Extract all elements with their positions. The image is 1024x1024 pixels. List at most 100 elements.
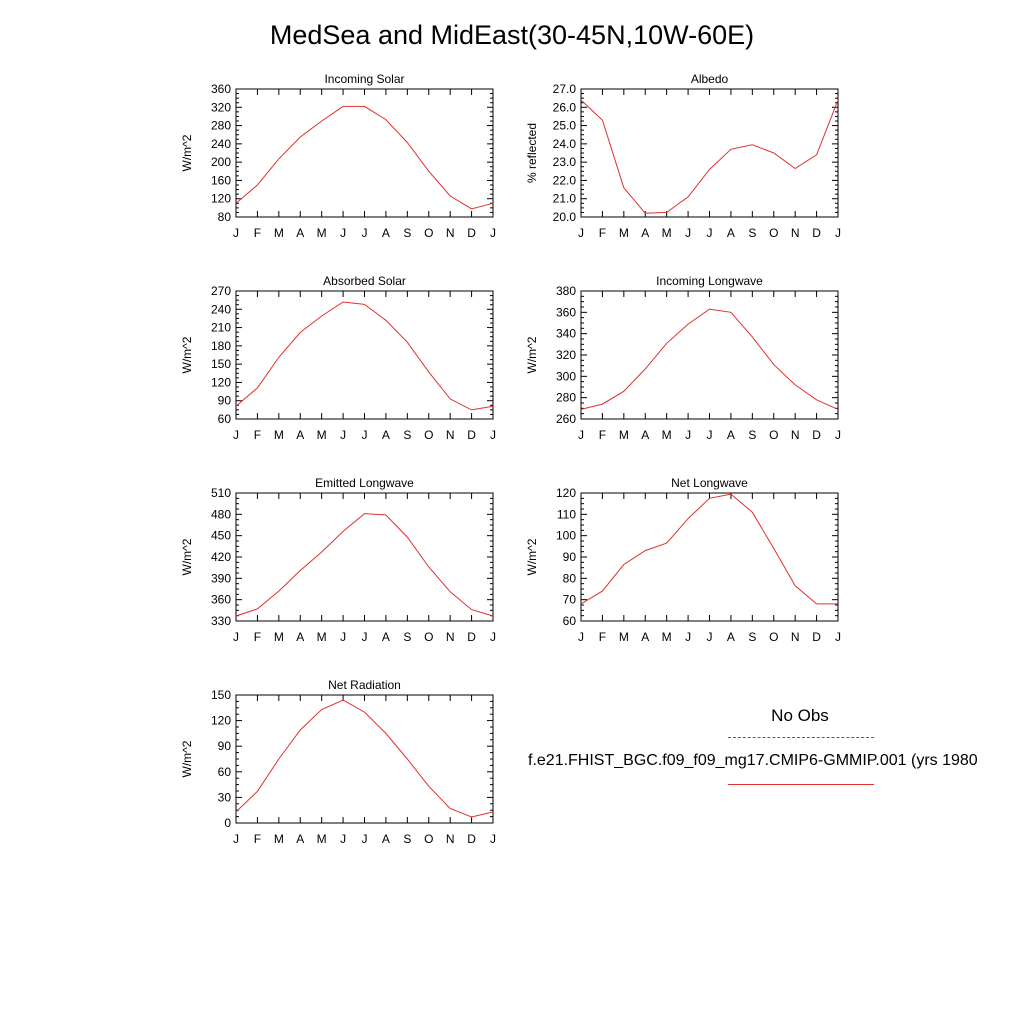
y-tick-label: 90 <box>563 550 577 564</box>
series-line-0 <box>580 99 839 214</box>
x-tick-label: D <box>812 630 821 644</box>
y-tick-label: 390 <box>211 571 231 585</box>
x-tick-label: J <box>233 832 239 846</box>
x-tick-label: M <box>662 630 672 644</box>
y-axis-label: % reflected <box>525 123 539 183</box>
x-tick-label: M <box>317 226 327 240</box>
x-tick-label: D <box>467 226 476 240</box>
y-tick-label: 280 <box>211 119 231 133</box>
x-tick-label: M <box>274 630 284 644</box>
x-tick-label: M <box>619 226 629 240</box>
x-tick-label: J <box>362 226 368 240</box>
y-tick-label: 100 <box>556 529 576 543</box>
y-tick-label: 90 <box>218 394 232 408</box>
y-tick-label: 70 <box>563 593 577 607</box>
y-tick-label: 360 <box>211 593 231 607</box>
x-tick-label: J <box>362 428 368 442</box>
x-tick-label: J <box>340 832 346 846</box>
legend-case-label: f.e21.FHIST_BGC.f09_f09_mg17.CMIP6-GMMIP… <box>528 752 978 769</box>
x-tick-label: N <box>446 226 455 240</box>
y-tick-label: 320 <box>556 348 576 362</box>
x-tick-label: A <box>382 226 390 240</box>
series-line-0 <box>235 301 494 411</box>
chart-panel-1: Albedo % reflected 20.0 21.0 22.0 23.0 24.0 25.… <box>525 72 841 240</box>
y-tick-label: 80 <box>563 571 577 585</box>
x-tick-label: O <box>769 630 778 644</box>
x-tick-label: A <box>727 630 735 644</box>
x-tick-label: O <box>424 226 433 240</box>
y-tick-label: 23.0 <box>553 155 577 169</box>
y-tick-label: 90 <box>218 739 232 753</box>
x-tick-label: F <box>599 630 606 644</box>
legend-obs-line <box>728 737 874 738</box>
x-tick-label: J <box>362 630 368 644</box>
x-tick-label: M <box>317 832 327 846</box>
x-tick-label: J <box>685 630 691 644</box>
y-tick-label: 120 <box>556 486 576 500</box>
x-tick-label: A <box>641 226 649 240</box>
y-tick-label: 24.0 <box>553 137 577 151</box>
y-tick-label: 200 <box>211 155 231 169</box>
x-tick-label: A <box>382 428 390 442</box>
y-axis-label: W/m^2 <box>180 134 194 171</box>
x-tick-label: S <box>403 428 411 442</box>
panel-title: Net Radiation <box>328 678 401 692</box>
x-tick-label: O <box>424 832 433 846</box>
y-tick-label: 26.0 <box>553 100 577 114</box>
plot-frame <box>235 694 494 824</box>
panel-title: Incoming Longwave <box>656 274 763 288</box>
series-line-0 <box>235 105 494 210</box>
x-tick-label: F <box>254 428 261 442</box>
y-tick-label: 240 <box>211 137 231 151</box>
plot-frame <box>235 88 494 218</box>
y-axis-label: W/m^2 <box>525 336 539 373</box>
y-tick-label: 30 <box>218 790 232 804</box>
series-line-0 <box>235 699 494 818</box>
x-tick-label: S <box>403 226 411 240</box>
x-tick-label: S <box>748 630 756 644</box>
x-tick-label: M <box>619 630 629 644</box>
x-tick-label: F <box>254 226 261 240</box>
x-tick-label: M <box>662 226 672 240</box>
x-tick-label: D <box>467 428 476 442</box>
y-tick-label: 270 <box>211 284 231 298</box>
x-tick-label: D <box>812 428 821 442</box>
y-tick-label: 420 <box>211 550 231 564</box>
x-tick-label: J <box>362 832 368 846</box>
x-tick-label: F <box>599 226 606 240</box>
y-tick-label: 450 <box>211 529 231 543</box>
x-tick-label: J <box>835 630 841 644</box>
x-tick-label: J <box>685 428 691 442</box>
legend-obs-label: No Obs <box>771 706 829 725</box>
x-tick-label: O <box>424 428 433 442</box>
y-tick-label: 0 <box>224 816 231 830</box>
x-tick-label: O <box>424 630 433 644</box>
x-tick-label: J <box>340 226 346 240</box>
x-tick-label: J <box>233 428 239 442</box>
x-tick-label: F <box>599 428 606 442</box>
x-tick-label: O <box>769 428 778 442</box>
y-tick-label: 150 <box>211 357 231 371</box>
y-tick-label: 160 <box>211 173 231 187</box>
x-tick-label: J <box>340 630 346 644</box>
panel-title: Net Longwave <box>671 476 748 490</box>
y-tick-label: 60 <box>218 412 232 426</box>
y-tick-label: 110 <box>557 507 576 521</box>
x-tick-label: A <box>727 226 735 240</box>
panel-title: Albedo <box>691 72 729 86</box>
x-tick-label: N <box>791 226 800 240</box>
panel-title: Emitted Longwave <box>315 476 414 490</box>
x-tick-label: O <box>769 226 778 240</box>
y-tick-label: 340 <box>556 327 576 341</box>
x-tick-label: S <box>748 428 756 442</box>
x-tick-label: J <box>707 226 713 240</box>
x-tick-label: D <box>467 630 476 644</box>
x-tick-label: J <box>707 428 713 442</box>
y-tick-label: 60 <box>563 614 577 628</box>
y-tick-label: 60 <box>218 765 232 779</box>
x-tick-label: J <box>578 226 584 240</box>
x-tick-label: M <box>274 428 284 442</box>
y-tick-label: 21.0 <box>553 192 577 206</box>
